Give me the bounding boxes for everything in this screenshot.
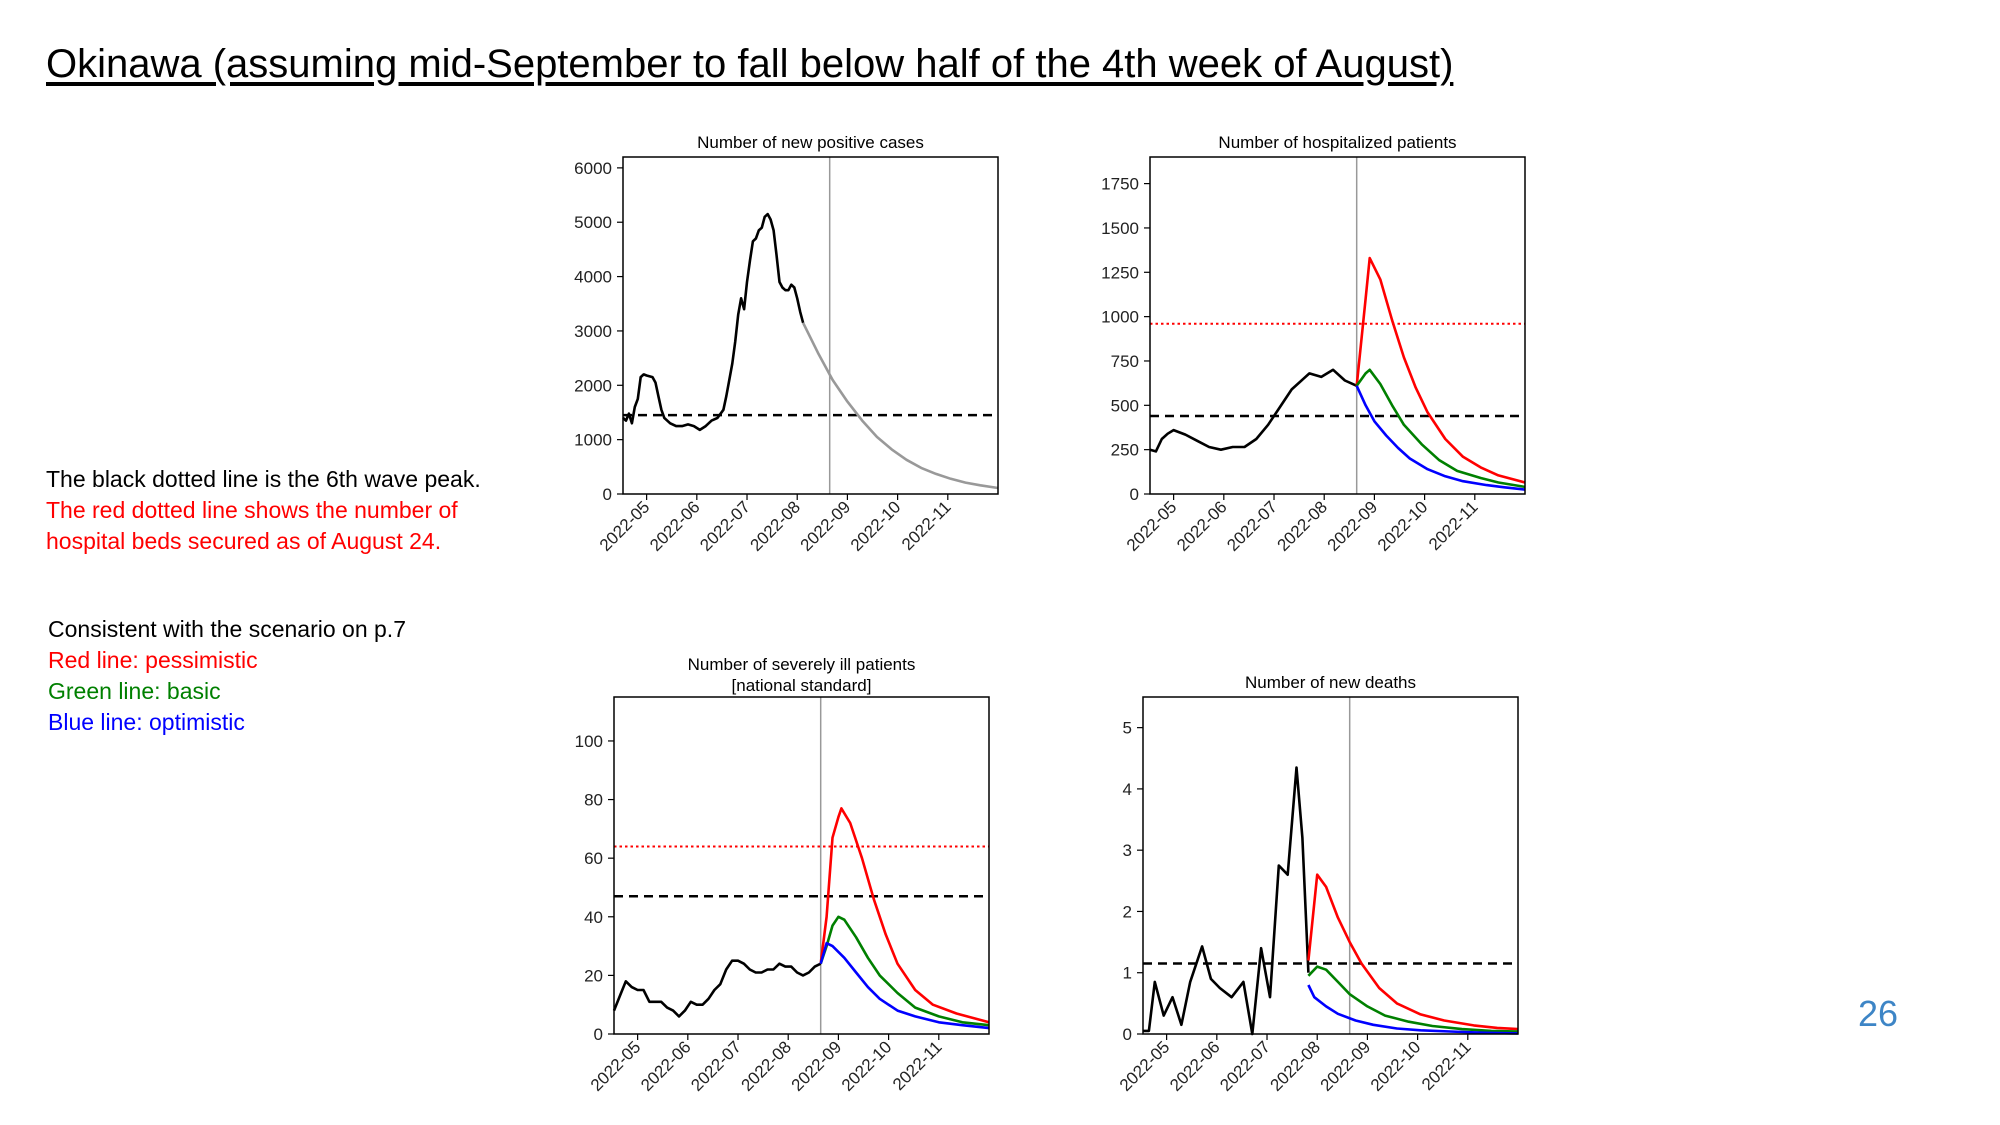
note-beds-line1: The red dotted line shows the number of xyxy=(46,497,458,523)
x-tick-label: 2022-08 xyxy=(1273,497,1331,555)
y-tick-label: 0 xyxy=(594,1025,603,1044)
chart-panel-2: Number of hospitalized patients 0 250 500 75… xyxy=(1101,133,1526,555)
y-tick-label: 1500 xyxy=(1101,219,1139,238)
series-projection xyxy=(801,322,999,490)
y-tick-label: 100 xyxy=(575,732,603,751)
x-tick-label: 2022-09 xyxy=(797,497,855,555)
series-optimistic xyxy=(1355,385,1526,491)
y-tick-label: 0 xyxy=(1123,1025,1132,1044)
plot-frame xyxy=(622,156,999,495)
series-optimistic xyxy=(1307,984,1519,1035)
y-tick-label: 0 xyxy=(603,485,612,504)
x-tick-label: 2022-05 xyxy=(596,497,654,555)
note-scenario-intro: Consistent with the scenario on p.7 xyxy=(48,616,406,642)
note-beds-line2: hospital beds secured as of August 24. xyxy=(46,528,442,554)
y-tick-label: 1000 xyxy=(1101,308,1139,327)
y-tick-label: 40 xyxy=(584,908,603,927)
chart-panel-3: Number of severely ill patients [national… xyxy=(575,655,990,1095)
y-tick-label: 6000 xyxy=(574,159,612,178)
series-basic xyxy=(1355,368,1526,489)
x-tick-label: 2022-05 xyxy=(587,1037,645,1095)
x-tick-label: 2022-11 xyxy=(898,497,955,554)
y-tick-label: 60 xyxy=(584,849,603,868)
y-tick-label: 5000 xyxy=(574,213,612,232)
y-tick-label: 2 xyxy=(1123,902,1132,921)
y-tick-label: 2000 xyxy=(574,376,612,395)
x-tick-label: 2022-07 xyxy=(687,1037,745,1095)
y-tick-label: 1750 xyxy=(1101,175,1139,194)
chart-title: Number of hospitalized patients xyxy=(1218,133,1456,152)
chart-title: Number of new deaths xyxy=(1245,673,1416,692)
plot-frame xyxy=(613,696,990,1035)
y-tick-label: 20 xyxy=(584,966,603,985)
x-tick-label: 2022-09 xyxy=(1317,1037,1375,1095)
series-basic xyxy=(1307,965,1519,1033)
x-tick-label: 2022-06 xyxy=(1166,1037,1224,1095)
x-tick-label: 2022-08 xyxy=(746,497,804,555)
plot-frame xyxy=(1142,696,1519,1035)
legend-notes: The black dotted line is the 6th wave pe… xyxy=(46,464,481,557)
x-tick-label: 2022-09 xyxy=(788,1037,846,1095)
x-tick-label: 2022-05 xyxy=(1123,497,1181,555)
slide-title: Okinawa (assuming mid-September to fall … xyxy=(46,42,1454,86)
series-observed xyxy=(1143,766,1310,1036)
y-tick-label: 750 xyxy=(1111,352,1139,371)
y-tick-label: 1250 xyxy=(1101,263,1139,282)
scenario-notes: Consistent with the scenario on p.7 Red … xyxy=(48,614,406,738)
plot-frame xyxy=(1149,156,1526,495)
x-tick-label: 2022-09 xyxy=(1324,497,1382,555)
series-observed xyxy=(1149,368,1358,453)
x-tick-label: 2022-07 xyxy=(1216,1037,1274,1095)
y-tick-label: 1 xyxy=(1123,964,1132,983)
series-pessimistic xyxy=(1355,256,1526,484)
y-tick-label: 0 xyxy=(1130,485,1139,504)
x-tick-label: 2022-07 xyxy=(696,497,754,555)
y-tick-label: 1000 xyxy=(574,431,612,450)
chart-title: Number of severely ill patients xyxy=(688,655,916,674)
note-sixth-wave: The black dotted line is the 6th wave pe… xyxy=(46,466,481,492)
x-tick-label: 2022-11 xyxy=(889,1037,946,1094)
series-optimistic xyxy=(819,941,990,1030)
x-tick-label: 2022-11 xyxy=(1425,497,1482,554)
y-tick-label: 80 xyxy=(584,791,603,810)
y-tick-label: 4 xyxy=(1123,780,1132,799)
x-tick-label: 2022-05 xyxy=(1116,1037,1174,1095)
x-tick-label: 2022-07 xyxy=(1223,497,1281,555)
x-tick-label: 2022-06 xyxy=(637,1037,695,1095)
chart-panel-4: Number of new deaths 0 1 2 3 4 5 2022-052022-06… xyxy=(1116,673,1519,1095)
y-tick-label: 3000 xyxy=(574,322,612,341)
chart-title: Number of new positive cases xyxy=(697,133,924,152)
chart-panel-1: Number of new positive cases 0 1000 2000 300… xyxy=(574,133,999,555)
x-tick-label: 2022-08 xyxy=(1266,1037,1324,1095)
y-tick-label: 5 xyxy=(1123,719,1132,738)
y-tick-label: 500 xyxy=(1111,396,1139,415)
series-pessimistic xyxy=(819,807,990,1024)
x-tick-label: 2022-08 xyxy=(737,1037,795,1095)
series-basic xyxy=(819,915,990,1027)
x-tick-label: 2022-06 xyxy=(646,497,704,555)
page-number: 26 xyxy=(1858,993,1899,1034)
series-pessimistic xyxy=(1307,873,1519,1031)
note-green-basic: Green line: basic xyxy=(48,678,221,704)
series-observed xyxy=(612,959,822,1018)
note-blue-optimistic: Blue line: optimistic xyxy=(48,709,245,735)
chart-subtitle: [national standard] xyxy=(732,676,872,695)
x-tick-label: 2022-06 xyxy=(1173,497,1231,555)
x-tick-label: 2022-10 xyxy=(838,1037,896,1095)
x-tick-label: 2022-10 xyxy=(847,497,905,555)
series-observed xyxy=(622,212,805,432)
x-tick-label: 2022-11 xyxy=(1418,1037,1475,1094)
y-tick-label: 4000 xyxy=(574,268,612,287)
x-tick-label: 2022-10 xyxy=(1367,1037,1425,1095)
note-red-pessimistic: Red line: pessimistic xyxy=(48,647,258,673)
x-tick-label: 2022-10 xyxy=(1374,497,1432,555)
y-tick-label: 3 xyxy=(1123,841,1132,860)
y-tick-label: 250 xyxy=(1111,441,1139,460)
